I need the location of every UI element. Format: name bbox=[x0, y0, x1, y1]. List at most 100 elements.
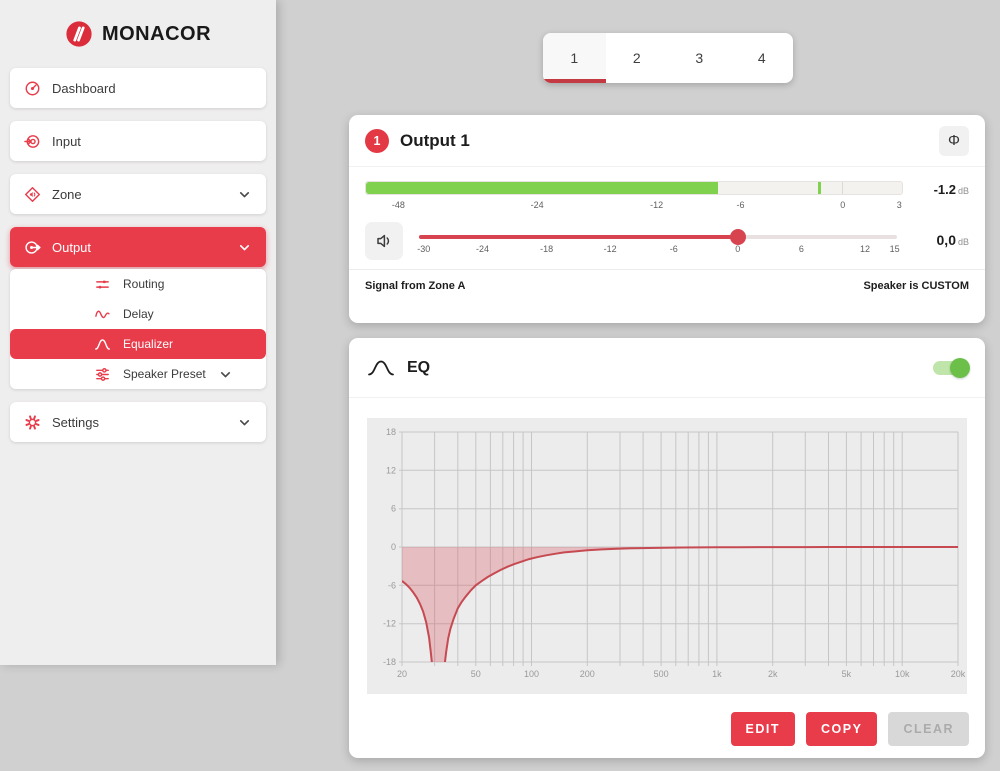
meter-scale-tick: -12 bbox=[650, 200, 664, 210]
delay-icon bbox=[94, 306, 111, 323]
brand-logo: MONACOR bbox=[0, 0, 276, 68]
brand-logo-icon bbox=[65, 20, 93, 48]
sidebar-item-label: Input bbox=[52, 133, 81, 149]
clear-button: CLEAR bbox=[888, 712, 969, 746]
sidebar-item-routing[interactable]: Routing bbox=[10, 269, 266, 299]
sidebar-item-label: Zone bbox=[52, 186, 82, 202]
sidebar-item-speaker-preset[interactable]: Speaker Preset bbox=[10, 359, 266, 389]
output-panel-header: 1 Output 1 Φ bbox=[349, 115, 985, 167]
slider-scale-tick: -18 bbox=[540, 244, 554, 254]
channel-tab-bar: 1 2 3 4 bbox=[543, 33, 793, 83]
svg-text:20k: 20k bbox=[951, 669, 966, 679]
sidebar-group-dashboard: Dashboard bbox=[10, 68, 266, 108]
sidebar-group-output: Output Routing Delay Equalizer Speaker Prese… bbox=[10, 227, 266, 389]
tab-channel-1[interactable]: 1 bbox=[543, 33, 606, 83]
sidebar-item-label: Speaker Preset bbox=[123, 367, 206, 381]
volume-slider[interactable] bbox=[419, 229, 897, 245]
volume-slider-scale: -30 -24 -18 -12 -6 0 6 12 15 bbox=[417, 241, 900, 257]
mute-button[interactable] bbox=[365, 222, 403, 260]
slider-scale-tick: -24 bbox=[476, 244, 490, 254]
sidebar-item-delay[interactable]: Delay bbox=[10, 299, 266, 329]
sidebar-item-settings[interactable]: Settings bbox=[10, 402, 266, 442]
meter-scale-tick: 0 bbox=[840, 200, 846, 210]
slider-scale-tick: -12 bbox=[603, 244, 617, 254]
sidebar-item-label: Settings bbox=[52, 414, 99, 430]
slider-scale-tick: -30 bbox=[417, 244, 431, 254]
volume-unit: dB bbox=[957, 237, 969, 247]
eq-chart: 18 12 6 0 -6 -12 -18 20 50 100 200 500 1k 2k 5k 10k 20k bbox=[367, 418, 967, 694]
output-panel: 1 Output 1 Φ -48 -24 -12 -6 0 3 -1.2 dB bbox=[349, 115, 985, 323]
equalizer-icon bbox=[94, 336, 111, 353]
speaker-icon bbox=[377, 234, 390, 248]
brand-name: MONACOR bbox=[101, 22, 212, 45]
volume-value: 0,0 bbox=[936, 232, 956, 248]
slider-scale-tick: 12 bbox=[859, 244, 870, 254]
eq-button-row: EDIT COPY CLEAR bbox=[730, 712, 969, 746]
svg-text:-12: -12 bbox=[383, 619, 396, 629]
svg-text:12: 12 bbox=[386, 465, 396, 475]
sidebar-item-dashboard[interactable]: Dashboard bbox=[10, 68, 266, 108]
eq-enable-toggle[interactable] bbox=[933, 357, 970, 378]
eq-panel: EQ 18 12 6 0 -6 -12 -18 20 50 100 200 500 1k 2k 5k 10k 2… bbox=[349, 338, 985, 758]
slider-scale-tick: 6 bbox=[798, 244, 804, 254]
phase-icon: Φ bbox=[948, 132, 960, 149]
svg-text:50: 50 bbox=[471, 669, 481, 679]
svg-text:0: 0 bbox=[391, 542, 396, 552]
phase-invert-button[interactable]: Φ bbox=[939, 125, 969, 156]
bell-curve-icon bbox=[368, 360, 394, 375]
level-meter-fill bbox=[366, 182, 719, 194]
sidebar-item-equalizer[interactable]: Equalizer bbox=[10, 329, 266, 359]
level-meter-block: -48 -24 -12 -6 0 3 -1.2 dB bbox=[349, 167, 985, 213]
meter-scale-tick: -6 bbox=[736, 200, 745, 210]
speaker-preset-label: Speaker is CUSTOM bbox=[863, 280, 969, 292]
input-icon bbox=[24, 133, 41, 150]
sidebar-item-label: Dashboard bbox=[52, 80, 116, 96]
edit-button[interactable]: EDIT bbox=[730, 712, 795, 746]
chevron-down-icon bbox=[239, 419, 250, 425]
signal-source-label: Signal from Zone A bbox=[365, 280, 466, 292]
sidebar-item-output[interactable]: Output bbox=[10, 227, 266, 267]
sidebar: MONACOR Dashboard Input Zone Output Routing D… bbox=[0, 0, 276, 665]
svg-text:-6: -6 bbox=[388, 580, 396, 590]
volume-slider-fill bbox=[419, 235, 738, 239]
sidebar-group-settings: Settings bbox=[10, 402, 266, 442]
speaker-preset-icon bbox=[94, 366, 111, 383]
tab-channel-3[interactable]: 3 bbox=[695, 50, 704, 66]
chevron-down-icon bbox=[220, 371, 230, 377]
tab-channel-4[interactable]: 4 bbox=[757, 50, 766, 66]
sidebar-group-input: Input bbox=[10, 121, 266, 161]
volume-slider-handle[interactable] bbox=[729, 229, 746, 245]
eq-panel-header: EQ bbox=[349, 338, 985, 398]
svg-text:18: 18 bbox=[386, 427, 396, 437]
dashboard-icon bbox=[24, 80, 41, 97]
level-meter-zero-divider bbox=[841, 182, 843, 194]
svg-text:-18: -18 bbox=[383, 657, 396, 667]
svg-text:6: 6 bbox=[391, 504, 396, 514]
meter-scale-tick: -48 bbox=[391, 200, 405, 210]
slider-scale-tick: 15 bbox=[889, 244, 900, 254]
eq-panel-title: EQ bbox=[407, 358, 431, 376]
volume-readout: 0,0 dB bbox=[913, 222, 969, 248]
tab-channel-2[interactable]: 2 bbox=[632, 50, 641, 66]
chevron-down-icon bbox=[239, 191, 250, 197]
sidebar-item-label: Equalizer bbox=[123, 337, 174, 351]
chevron-down-icon bbox=[239, 244, 250, 250]
sidebar-item-input[interactable]: Input bbox=[10, 121, 266, 161]
routing-icon bbox=[94, 276, 111, 293]
slider-scale-tick: 0 bbox=[735, 244, 741, 254]
svg-text:1k: 1k bbox=[712, 669, 722, 679]
sidebar-item-label: Routing bbox=[123, 277, 165, 291]
sidebar-item-label: Delay bbox=[123, 307, 154, 321]
sidebar-subitems-output: Routing Delay Equalizer Speaker Preset bbox=[10, 269, 266, 389]
output-number-badge: 1 bbox=[365, 128, 389, 153]
meter-scale-tick: 3 bbox=[896, 200, 902, 210]
settings-icon bbox=[24, 414, 41, 431]
level-meter-value: -1.2 bbox=[933, 182, 956, 197]
svg-text:5k: 5k bbox=[842, 669, 852, 679]
level-meter-readout: -1.2 dB bbox=[913, 181, 969, 213]
svg-text:100: 100 bbox=[524, 669, 539, 679]
sidebar-item-zone[interactable]: Zone bbox=[10, 174, 266, 214]
volume-block: -30 -24 -18 -12 -6 0 6 12 15 0,0 dB bbox=[349, 213, 985, 260]
copy-button[interactable]: COPY bbox=[806, 712, 878, 746]
